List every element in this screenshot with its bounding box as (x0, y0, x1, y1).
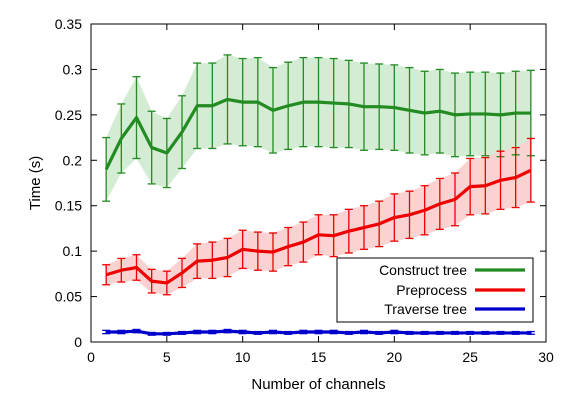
x-tick-label: 5 (163, 349, 171, 365)
legend-label-traverse-tree: Traverse tree (384, 301, 467, 317)
x-tick-label: 25 (462, 349, 478, 365)
x-tick-label: 20 (387, 349, 403, 365)
legend-label-construct-tree: Construct tree (379, 262, 467, 278)
x-tick-labels: 0 5 10 15 20 25 30 (87, 349, 554, 365)
y-tick-labels: 0 0.05 0.1 0.15 0.2 0.25 0.3 0.35 (55, 16, 82, 350)
legend: Construct tree Preprocess Traverse tree (336, 257, 534, 323)
x-tick-label: 10 (235, 349, 251, 365)
plot-frame (90, 23, 547, 343)
x-tick-label: 30 (538, 349, 554, 365)
y-tick-label: 0.2 (63, 152, 83, 168)
series-line-traverse-tree (106, 329, 531, 336)
y-tick-label: 0.1 (63, 243, 83, 259)
y-tick-label: 0.35 (55, 16, 82, 32)
series-line-preprocess (105, 168, 532, 285)
y-tick-label: 0 (74, 334, 82, 350)
legend-label-preprocess: Preprocess (396, 282, 467, 298)
y-tick-label: 0.05 (55, 289, 82, 305)
series-line-construct-tree (104, 97, 531, 171)
y-axis-label: Time (s) (27, 156, 44, 210)
y-tick-label: 0.25 (55, 107, 82, 123)
x-tick-label: 0 (87, 349, 95, 365)
x-axis-label: Number of channels (251, 376, 385, 393)
y-tick-label: 0.3 (63, 61, 83, 77)
x-tick-label: 15 (311, 349, 327, 365)
series-lines (104, 97, 532, 336)
y-tick-label: 0.15 (55, 198, 82, 214)
